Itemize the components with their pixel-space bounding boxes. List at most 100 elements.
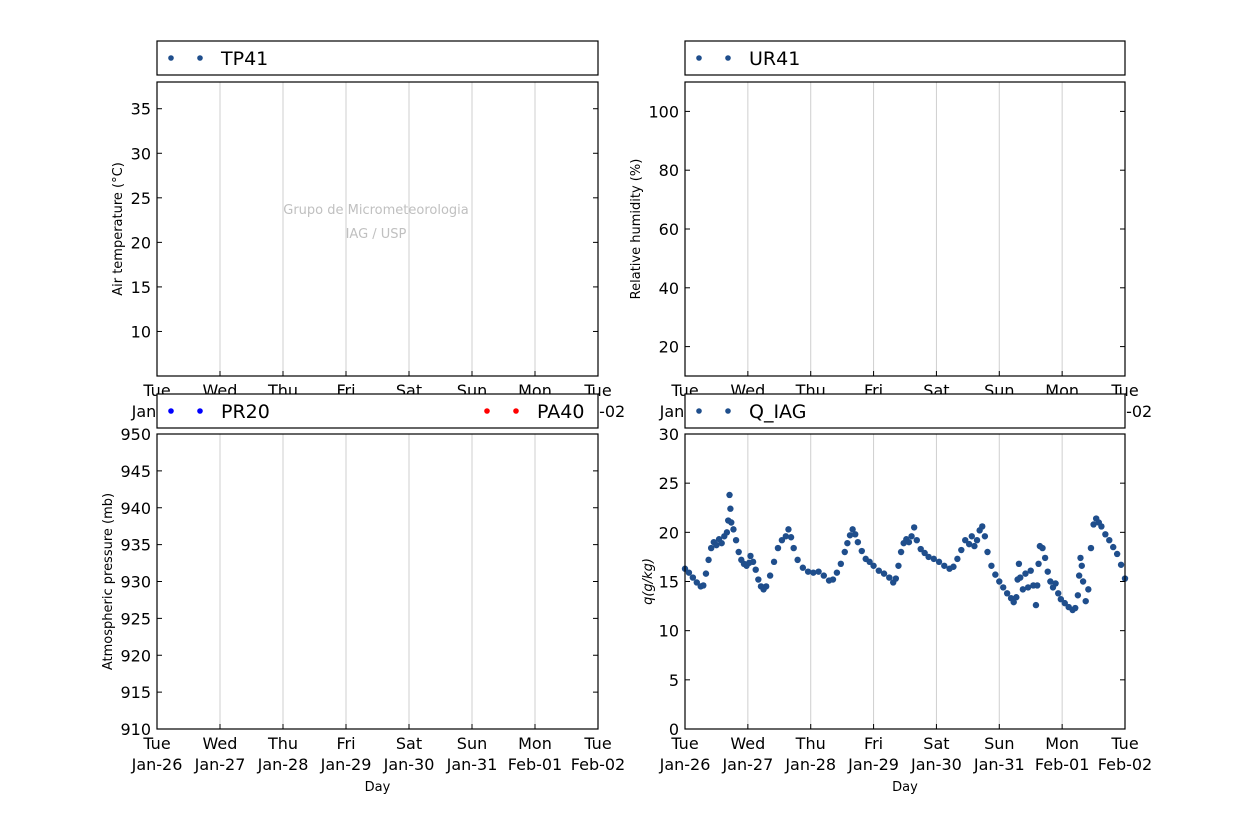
data-point — [841, 548, 848, 556]
x-tick-label-day: Sun — [984, 734, 1014, 753]
data-point — [1079, 578, 1087, 585]
data-point — [925, 553, 932, 561]
data-point — [1090, 521, 1097, 528]
legend-marker — [513, 408, 519, 414]
data-point — [1022, 570, 1029, 577]
y-tick-label: 10 — [131, 322, 151, 341]
legend-box — [156, 40, 599, 76]
data-point — [833, 569, 841, 576]
legend-label: Q_IAG — [749, 401, 806, 423]
data-point — [962, 537, 969, 544]
watermark-line-2: IAG / USP — [346, 227, 407, 242]
x-tick-label-date: Jan-29 — [320, 755, 372, 774]
x-tick-label-date: Feb-01 — [1035, 755, 1089, 774]
y-tick-label: 40 — [659, 279, 679, 298]
x-tick-label-day: Sat — [923, 734, 949, 753]
data-point — [1087, 544, 1095, 552]
x-tick-label-date: Jan-26 — [659, 755, 711, 774]
x-tick-label-date: Jan-28 — [784, 755, 836, 774]
data-point — [880, 570, 888, 577]
data-point — [1074, 592, 1082, 599]
watermark-line-1: Grupo de Micrometeorologia — [283, 203, 469, 218]
data-point — [1061, 599, 1068, 607]
y-tick-label: 30 — [659, 425, 679, 444]
legend-bottom-right: Q_IAG — [684, 393, 1126, 429]
data-point — [1041, 554, 1049, 562]
legend-top-right: UR41 — [684, 40, 1126, 76]
legend-marker — [197, 408, 203, 414]
legend-label: UR41 — [749, 48, 800, 70]
data-point — [787, 534, 795, 541]
data-point — [747, 552, 754, 560]
panel-bottom-left: 910 915 920 925 930 935 940 945 950 Tue Jan-26 Wed J… — [101, 425, 625, 795]
legend-marker — [168, 55, 174, 61]
data-point — [785, 526, 792, 533]
data-point — [1106, 537, 1113, 544]
data-point — [1057, 596, 1065, 603]
x-tick-label-day: Sun — [457, 734, 487, 753]
data-point — [782, 533, 790, 540]
data-point — [1019, 586, 1027, 593]
data-point — [905, 538, 913, 546]
x-tick-label-date: Jan-27 — [721, 755, 773, 774]
data-point — [908, 533, 915, 540]
data-point — [1098, 523, 1105, 530]
y-tick-label: 10 — [659, 622, 679, 641]
data-point — [935, 558, 943, 566]
x-tick-label-day: Wed — [203, 734, 238, 753]
data-point — [1075, 572, 1083, 579]
y-tick-label: 20 — [659, 338, 679, 357]
data-point — [804, 568, 812, 575]
legend-box — [684, 40, 1126, 76]
legend-label: TP41 — [220, 48, 268, 70]
data-point — [950, 563, 957, 570]
data-point — [713, 541, 720, 549]
panel-top-left: 101520253035TueJan-26WedJan-27ThuJan-28F… — [111, 81, 625, 421]
data-point — [1078, 562, 1085, 569]
series-Q_IAG — [681, 491, 1129, 614]
data-point — [790, 544, 797, 552]
legend-label: PR20 — [221, 401, 270, 423]
data-point — [728, 519, 735, 526]
data-point — [1000, 584, 1007, 591]
legend-box — [156, 393, 599, 429]
x-tick-label-day: Mon — [518, 734, 552, 753]
data-point — [1034, 582, 1041, 589]
data-point — [1024, 584, 1032, 591]
data-point — [1113, 550, 1121, 558]
data-point — [996, 578, 1003, 585]
data-point — [913, 537, 920, 544]
data-point — [774, 544, 782, 552]
data-point — [846, 532, 854, 539]
data-point — [910, 524, 918, 531]
x-tick-label-day: Tue — [670, 734, 698, 753]
x-tick-label-date: Jan-28 — [257, 755, 309, 774]
legend-marker — [696, 55, 702, 61]
data-point — [1117, 561, 1125, 568]
data-point — [971, 542, 978, 550]
data-point — [973, 537, 981, 544]
data-point — [1082, 597, 1089, 605]
data-point — [700, 582, 707, 589]
x-tick-label-day: Fri — [864, 734, 883, 753]
data-point — [895, 562, 902, 569]
data-point — [732, 537, 740, 544]
data-point — [685, 569, 693, 576]
data-point — [730, 526, 737, 533]
data-point — [921, 549, 928, 557]
legend-label: PA40 — [537, 401, 584, 423]
x-tick-label-date: Jan-29 — [847, 755, 899, 774]
data-point — [917, 545, 924, 553]
data-point — [799, 564, 807, 571]
data-point — [941, 562, 948, 569]
data-point — [858, 547, 865, 555]
panel-top-right: 20406080100TueJan-26WedJan-27ThuJan-28Fr… — [629, 81, 1152, 421]
data-point — [794, 556, 801, 564]
data-point — [778, 537, 786, 544]
x-tick-label-day: Mon — [1045, 734, 1079, 753]
data-point — [705, 556, 712, 564]
x-tick-label-date: Jan-31 — [446, 755, 498, 774]
panel-bottom-right: 0 5 10 15 20 25 30 Tue Jan-26 Wed Jan-27 Thu Jan-28 F… — [641, 425, 1152, 795]
x-tick-label-date: Jan-30 — [910, 755, 962, 774]
